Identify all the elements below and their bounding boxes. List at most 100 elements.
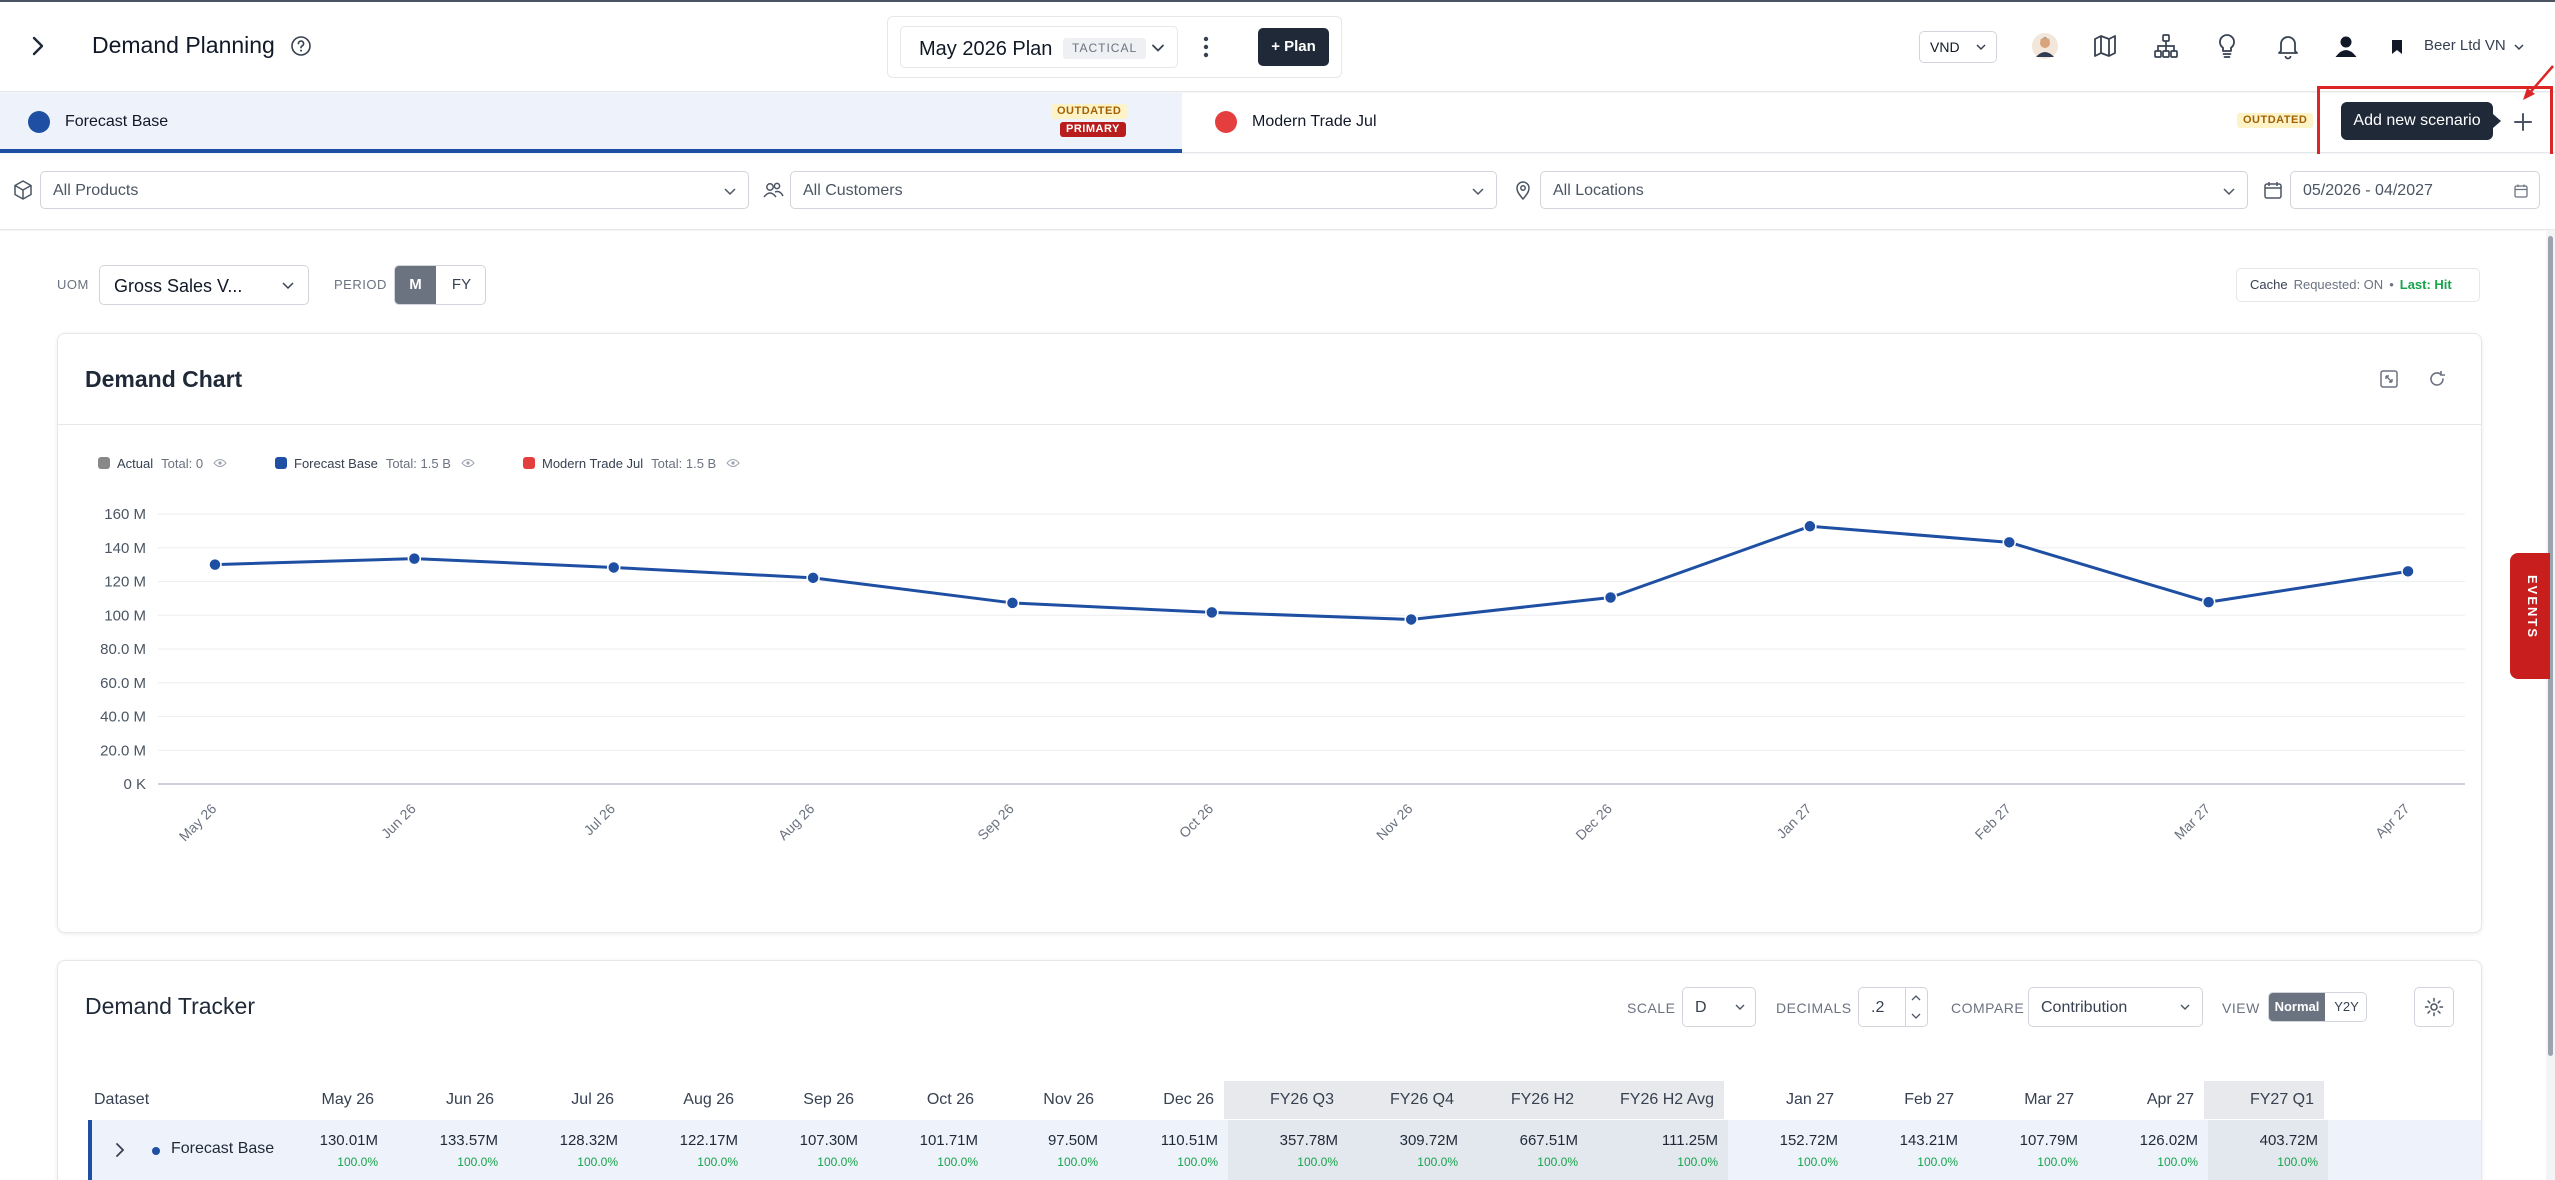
table-cell[interactable]: 133.57M 100.0% (388, 1120, 508, 1180)
tab-modern-trade-jul[interactable]: Modern Trade Jul OUTDATED (1183, 93, 2323, 153)
table-cell[interactable]: 122.17M 100.0% (628, 1120, 748, 1180)
cache-label: Cache (2250, 277, 2288, 292)
y-tick-label: 0 K (123, 776, 146, 793)
date-range-filter[interactable]: 05/2026 - 04/2027 (2290, 171, 2540, 209)
table-cell[interactable]: 110.51M 100.0% (1108, 1120, 1228, 1180)
data-point (2002, 535, 2017, 550)
scale-select[interactable]: D (1682, 987, 1756, 1027)
chevron-right-icon[interactable] (24, 32, 52, 60)
table-row[interactable]: Forecast Base 130.01M 100.0% 133.57M 100.0%… (88, 1120, 2481, 1180)
period-monthly-button[interactable]: M (395, 266, 436, 304)
currency-select[interactable]: VND (1919, 31, 1997, 63)
table-cell[interactable]: 107.30M 100.0% (748, 1120, 868, 1180)
scrollbar-thumb[interactable] (2548, 236, 2553, 1056)
currency-value: VND (1930, 39, 1960, 55)
cell-value: 101.71M (919, 1132, 978, 1149)
legend-item-modern-trade-jul[interactable]: Modern Trade Jul Total: 1.5 B (523, 456, 740, 471)
table-cell[interactable]: 152.72M 100.0% (1728, 1120, 1848, 1180)
add-plan-button[interactable]: + Plan (1258, 28, 1329, 66)
cell-value: 128.32M (559, 1132, 618, 1149)
cache-last: Last: Hit (2399, 277, 2452, 292)
refresh-icon[interactable] (2426, 368, 2448, 390)
legend-total: Total: 1.5 B (651, 456, 717, 471)
tab-forecast-base[interactable]: Forecast Base OUTDATED PRIMARY (0, 93, 1182, 153)
demand-line-chart: 0 K 20.0 M 40.0 M 60.0 M 80.0 M 100 M 120 M 140… (100, 506, 2465, 844)
table-cell[interactable]: 309.72M 100.0% (1348, 1120, 1468, 1180)
y-tick-label: 160 M (104, 506, 146, 523)
cell-value: 97.50M (1047, 1132, 1098, 1149)
period-fiscal-year-button[interactable]: FY (451, 276, 472, 293)
column-header: Jun 26 (445, 1091, 494, 1108)
cell-value: 130.01M (319, 1132, 378, 1149)
table-cell[interactable]: 130.01M 100.0% (268, 1120, 388, 1180)
add-scenario-tooltip: Add new scenario (2341, 102, 2501, 140)
legend-item-forecast-base[interactable]: Forecast Base Total: 1.5 B (275, 456, 475, 471)
company-name[interactable]: Beer Ltd VN (2424, 37, 2506, 54)
user-avatar-icon[interactable] (2031, 32, 2059, 60)
view-y2y-button[interactable]: Y2Y (2334, 999, 2359, 1014)
cell-value: 357.78M (1279, 1132, 1338, 1149)
cell-percent: 100.0% (1537, 1155, 1578, 1169)
bell-icon[interactable] (2274, 32, 2302, 60)
cell-value: 111.25M (1661, 1132, 1718, 1149)
locations-filter[interactable]: All Locations (1540, 171, 2248, 209)
chevron-up-icon[interactable] (1907, 990, 1925, 1006)
data-point (606, 560, 621, 575)
data-point (208, 557, 222, 572)
x-tick-label: Aug 26 (775, 800, 818, 843)
customers-filter[interactable]: All Customers (790, 171, 1497, 209)
scenario-tabs: Forecast Base OUTDATED PRIMARY Modern Tr… (0, 93, 2555, 153)
table-cell[interactable]: 403.72M 100.0% (2208, 1120, 2328, 1180)
uom-select[interactable]: Gross Sales V... (99, 265, 309, 305)
map-icon[interactable] (2091, 32, 2119, 60)
y-tick-label: 120 M (104, 574, 146, 591)
account-icon[interactable] (2332, 32, 2360, 60)
view-normal-button[interactable]: Normal (2269, 993, 2325, 1021)
events-side-tab[interactable]: EVENTS (2510, 553, 2550, 679)
table-cell[interactable]: 128.32M 100.0% (508, 1120, 628, 1180)
table-cell[interactable]: 97.50M 100.0% (988, 1120, 1108, 1180)
demand-tracker-card: Demand Tracker SCALE D DECIMALS .2 COMPA… (57, 960, 2482, 1180)
help-icon[interactable] (290, 35, 312, 57)
x-tick-label: Sep 26 (974, 800, 1017, 843)
chevron-right-icon[interactable] (110, 1140, 130, 1160)
legend-swatch (523, 457, 535, 469)
eye-icon[interactable] (726, 458, 740, 468)
expand-icon[interactable] (2378, 368, 2400, 390)
dataset-name: Forecast Base (171, 1140, 275, 1157)
lightbulb-icon[interactable] (2213, 32, 2241, 60)
compare-label: COMPARE (1951, 1000, 2025, 1016)
table-cell[interactable]: 357.78M 100.0% (1228, 1120, 1348, 1180)
data-point (1005, 596, 1020, 610)
cell-percent: 100.0% (2277, 1155, 2318, 1169)
hierarchy-icon[interactable] (2152, 32, 2180, 60)
column-header: Jan 27 (1785, 1091, 1834, 1108)
eye-icon[interactable] (460, 458, 475, 468)
chevron-down-icon (724, 188, 736, 196)
decimals-input[interactable]: .2 (1858, 987, 1928, 1027)
table-cell[interactable]: 143.21M 100.0% (1848, 1120, 1968, 1180)
chevron-down-icon[interactable] (2512, 40, 2526, 54)
tracker-settings-button[interactable] (2414, 987, 2454, 1027)
more-vertical-icon[interactable] (1201, 34, 1211, 60)
calendar-icon (2264, 182, 2282, 199)
cell-value: 126.02M (2139, 1132, 2198, 1149)
plan-select[interactable]: May 2026 Plan TACTICAL (900, 26, 1178, 68)
compare-select[interactable]: Contribution (2028, 987, 2203, 1027)
eye-icon[interactable] (213, 458, 227, 468)
legend-name: Actual (117, 456, 154, 471)
table-cell[interactable]: 101.71M 100.0% (868, 1120, 988, 1180)
products-filter[interactable]: All Products (40, 171, 749, 209)
page-title: Demand Planning (92, 32, 275, 58)
x-tick-label: Mar 27 (2171, 800, 2213, 842)
table-cell[interactable]: 667.51M 100.0% (1468, 1120, 1588, 1180)
table-cell[interactable]: 111.25M 100.0% (1588, 1120, 1728, 1180)
table-cell[interactable]: 126.02M 100.0% (2088, 1120, 2208, 1180)
plus-icon[interactable] (2505, 104, 2541, 140)
filter-bar: All Products All Customers All Locations… (0, 154, 2555, 230)
table-cell[interactable]: 107.79M 100.0% (1968, 1120, 2088, 1180)
chevron-down-icon[interactable] (1907, 1008, 1925, 1024)
legend-item-actual[interactable]: Actual Total: 0 (98, 456, 227, 471)
legend-swatch (275, 457, 287, 469)
column-header: FY26 H2 Avg (1584, 1081, 1724, 1119)
